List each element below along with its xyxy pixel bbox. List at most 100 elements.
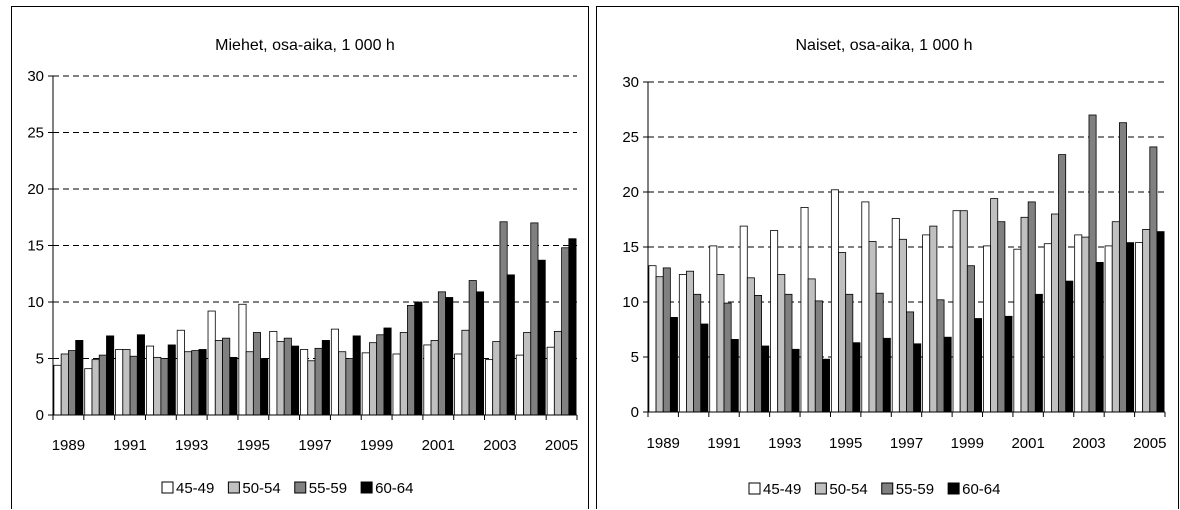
bar-55-59-1992: [160, 358, 169, 416]
x-tick-label: 1995: [829, 435, 862, 452]
bar-50-54-1994: [214, 340, 223, 416]
bar-45-49-1994: [207, 310, 216, 416]
bar-50-54-1999: [368, 342, 378, 416]
y-tick-label: 30: [622, 74, 639, 91]
bar-55-59-1995: [845, 293, 854, 413]
bar-45-49-2005: [546, 346, 555, 416]
bar-60-64-1999: [974, 318, 983, 413]
legend-label-55-59: 55-59: [896, 481, 934, 498]
bar-50-54-1997: [898, 238, 907, 413]
bar-55-59-1999: [966, 265, 975, 413]
bar-60-64-1990: [106, 335, 115, 416]
x-tick-label: 2005: [1133, 435, 1166, 452]
bar-55-59-2002: [468, 280, 477, 416]
bar-45-49-1998: [330, 328, 339, 416]
y-tick-label: 5: [36, 351, 44, 368]
bar-60-64-2005: [568, 238, 577, 416]
bar-60-64-1996: [291, 345, 300, 416]
chart-panel-men: Miehet, osa-aika, 1 000 h 0 5 10 15 20 25 30 198…: [11, 6, 589, 509]
x-tick-label: 2001: [1011, 435, 1044, 452]
bar-45-49-2000: [983, 245, 991, 413]
chart-men-svg: Miehet, osa-aika, 1 000 h 0 5 10 15 20 25 30 198…: [27, 37, 578, 497]
bar-60-64-2004: [537, 259, 546, 416]
bar-60-64-2002: [475, 291, 485, 416]
bar-55-59-2005: [561, 247, 570, 416]
legend-swatch-50-54: [227, 481, 240, 494]
bar-60-64-1997: [913, 343, 922, 413]
bar-50-54-1999: [959, 210, 968, 413]
bar-60-64-1994: [229, 356, 238, 416]
x-tick-label: 1993: [768, 435, 801, 452]
y-tick-label: 20: [27, 181, 44, 198]
bar-50-54-1995: [838, 252, 847, 413]
bar-50-54-1996: [276, 341, 285, 416]
bar-60-64-1989: [669, 316, 678, 413]
bar-45-49-1991: [709, 245, 718, 413]
bar-45-49-1996: [269, 330, 278, 416]
bar-60-64-2000: [414, 301, 423, 416]
bar-45-49-1999: [952, 210, 961, 413]
bar-55-59-2003: [1088, 114, 1097, 413]
bar-50-54-2000: [990, 198, 999, 413]
bar-45-49-2001: [423, 344, 432, 416]
bar-60-64-2001: [1034, 293, 1043, 413]
bar-45-49-2002: [454, 353, 463, 416]
bar-55-59-1989: [68, 350, 77, 416]
bar-55-59-2003: [499, 221, 508, 416]
bar-50-54-2005: [1142, 228, 1151, 413]
bar-50-54-1997: [307, 360, 316, 416]
bar-55-59-1993: [784, 293, 793, 413]
bar-55-59-1997: [906, 311, 915, 413]
x-tick-label: 1999: [951, 435, 984, 452]
bar-45-49-2002: [1043, 243, 1052, 413]
bar-60-64-1998: [352, 335, 361, 416]
bar-60-64-1998: [943, 336, 952, 413]
bar-60-64-1995: [260, 358, 269, 416]
bar-60-64-1999: [383, 327, 392, 416]
x-tick-label: 1989: [52, 437, 85, 454]
bar-55-59-2004: [1118, 122, 1127, 413]
bar-55-59-2004: [530, 222, 539, 416]
bar-45-49-2001: [1013, 248, 1022, 413]
legend-label-45-49: 45-49: [763, 481, 801, 498]
bar-45-49-2004: [515, 354, 524, 416]
bar-55-59-1996: [875, 292, 884, 413]
legend-label-60-64: 60-64: [962, 481, 1000, 498]
bar-60-64-1991: [136, 334, 145, 416]
bar-50-54-1994: [807, 278, 816, 413]
bar-45-49-1995: [830, 189, 839, 413]
bar-50-54-1998: [929, 225, 938, 413]
legend-swatch-50-54: [814, 482, 827, 495]
legend-swatch-45-49: [161, 481, 174, 494]
y-tick-label: 25: [622, 129, 639, 146]
bar-45-49-1992: [145, 345, 155, 416]
bar-45-49-2000: [392, 353, 401, 416]
y-tick-label: 0: [36, 407, 44, 424]
bar-45-49-1997: [891, 217, 900, 413]
bar-60-64-1996: [882, 337, 891, 413]
bar-50-54-2004: [523, 332, 532, 416]
bar-45-49-1992: [739, 225, 748, 413]
bar-55-59-1995: [252, 332, 262, 416]
bar-55-59-1993: [191, 350, 200, 416]
bar-50-54-1993: [184, 351, 193, 416]
x-tick-label: 1997: [298, 437, 331, 454]
bar-55-59-1998: [936, 299, 945, 413]
bar-45-49-1989: [53, 364, 62, 416]
bar-55-59-1990: [98, 354, 107, 416]
x-tick-label: 1993: [175, 437, 208, 454]
bar-45-49-2003: [1074, 234, 1083, 413]
bar-50-54-1989: [655, 276, 664, 413]
y-tick-label: 0: [631, 404, 639, 421]
chart-panel-women: Naiset, osa-aika, 1 000 h 0 5 10 15 20 25 30 198…: [596, 6, 1179, 509]
legend-swatch-55-59: [881, 482, 894, 495]
legend-label-55-59: 55-59: [309, 480, 347, 497]
x-tick-label: 2005: [545, 437, 578, 454]
bar-55-59-2001: [437, 291, 446, 416]
x-tick-label: 1999: [360, 437, 393, 454]
bar-55-59-1991: [129, 355, 138, 416]
bar-50-54-2003: [492, 341, 501, 416]
legend-swatch-60-64: [360, 481, 373, 494]
bar-60-64-2000: [1004, 315, 1013, 413]
bar-50-54-2002: [461, 329, 470, 416]
